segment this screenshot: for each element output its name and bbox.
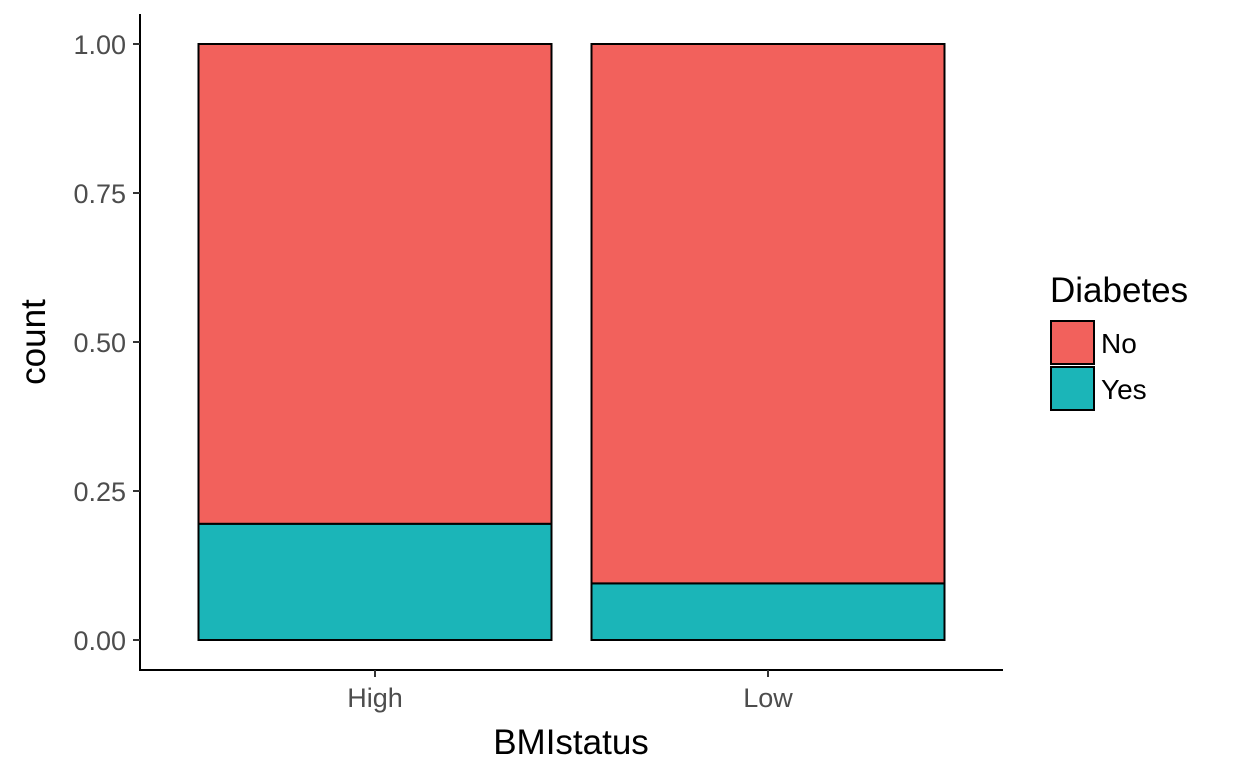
x-tick-label: Low <box>743 683 793 713</box>
bars-layer <box>197 43 946 642</box>
legend-label-no: No <box>1101 328 1137 359</box>
y-tick-label: 0.50 <box>73 328 126 358</box>
y-axis-title: count <box>14 299 53 385</box>
y-tick-label: 0.75 <box>73 179 126 209</box>
bar-low-no <box>590 43 946 585</box>
bar-high-no <box>197 43 553 525</box>
x-ticks: High Low <box>347 670 793 713</box>
bar-high-yes <box>197 522 553 642</box>
legend-swatch-yes <box>1050 366 1095 411</box>
legend: Diabetes No Yes <box>1050 271 1188 411</box>
x-axis-title: BMIstatus <box>493 723 649 762</box>
y-tick-label: 1.00 <box>73 30 126 60</box>
legend-label-yes: Yes <box>1101 374 1147 405</box>
y-tick-label: 0.25 <box>73 477 126 507</box>
x-tick-label: High <box>347 683 403 713</box>
y-tick-label: 0.00 <box>73 626 126 656</box>
legend-swatch-no <box>1050 320 1095 365</box>
bar-low-yes <box>590 582 946 642</box>
y-ticks: 0.00 0.25 0.50 0.75 1.00 <box>73 30 140 656</box>
legend-title: Diabetes <box>1050 271 1188 310</box>
